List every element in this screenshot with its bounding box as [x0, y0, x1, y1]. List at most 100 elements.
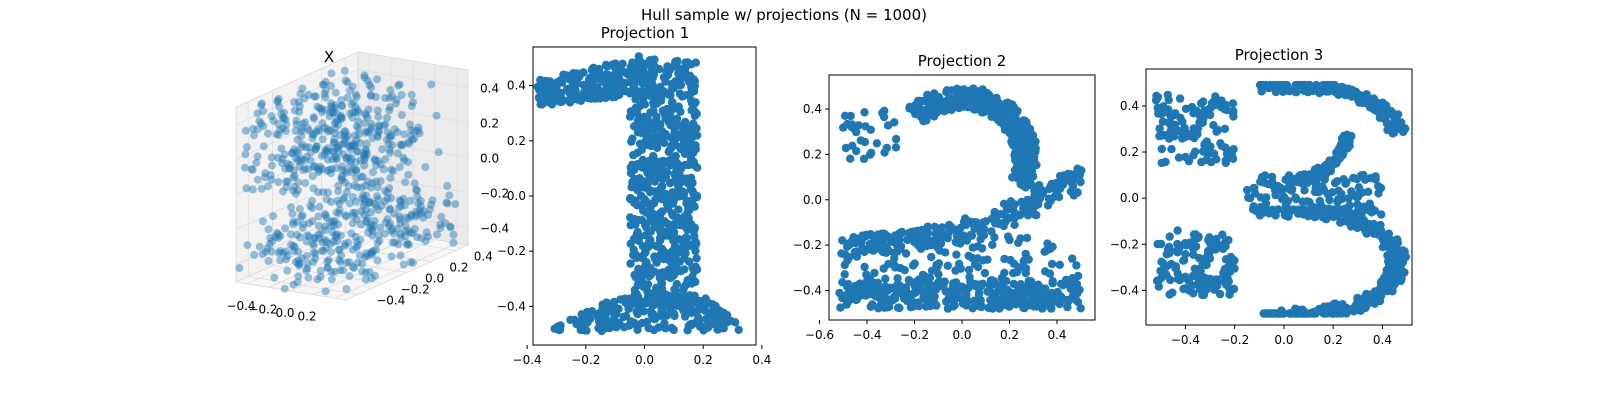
scatter-point-3d: [353, 106, 362, 115]
scatter-point: [1008, 173, 1017, 182]
scatter-point: [1063, 169, 1073, 179]
scatter-point: [655, 222, 664, 232]
scatter-point-3d: [241, 126, 250, 135]
scatter-point-3d: [360, 73, 369, 82]
y-tick-label: 0.0: [803, 193, 822, 207]
scatter-point-3d: [367, 83, 376, 92]
scatter-point-3d: [326, 217, 335, 226]
scatter-point: [1256, 203, 1265, 212]
grid-line: [296, 254, 408, 273]
scatter-point-3d: [289, 241, 298, 250]
scatter-point-3d: [330, 267, 339, 276]
scatter-point: [656, 233, 665, 243]
scatter-point: [661, 269, 671, 279]
scatter-point: [660, 217, 669, 226]
scatter-point: [852, 234, 861, 243]
scatter-point: [930, 222, 939, 231]
scatter-point-3d: [345, 258, 354, 267]
scatter-point-3d: [386, 173, 395, 182]
scatter-point: [640, 112, 649, 122]
scatter-point-3d: [387, 227, 396, 236]
scatter-point: [645, 187, 655, 197]
scatter-point-3d: [402, 213, 410, 222]
scatter-point: [1165, 232, 1174, 241]
scatter-point-3d: [259, 217, 267, 226]
scatter-point-3d: [298, 223, 307, 232]
scatter-point-3d: [321, 105, 329, 114]
scatter-point: [873, 290, 882, 299]
scatter-point-3d: [374, 205, 383, 214]
scatter-point-3d: [289, 186, 298, 195]
scatter-point-3d: [308, 134, 317, 143]
scatter-point-3d: [352, 122, 361, 131]
scatter-point: [1221, 158, 1231, 168]
scatter-point: [1158, 117, 1168, 126]
scatter-point-3d: [346, 145, 355, 154]
scatter-point: [588, 64, 597, 73]
scatter-point: [1344, 218, 1353, 227]
scatter-point-3d: [296, 89, 305, 98]
scatter-point-3d: [311, 144, 320, 153]
scatter-point-3d: [255, 242, 264, 251]
scatter-point: [847, 283, 856, 293]
scatter-point: [1222, 280, 1231, 289]
scatter-point: [658, 156, 668, 166]
scatter-point: [882, 143, 891, 153]
scatter-point-3d: [309, 130, 318, 139]
scatter-point: [628, 63, 638, 73]
scatter-point-3d: [330, 103, 339, 112]
scatter-point: [1397, 271, 1406, 280]
scatter-point-3d: [365, 198, 373, 207]
scatter-point-3d: [348, 208, 357, 217]
scatter-point: [938, 231, 948, 241]
scatter-point: [649, 106, 658, 116]
scatter-point-3d: [427, 80, 436, 89]
scatter-point-3d: [295, 205, 304, 213]
scatter-point-3d: [427, 200, 436, 209]
scatter-point-3d: [402, 240, 411, 249]
scatter-point-3d: [337, 96, 346, 104]
scatter-point: [1180, 284, 1190, 293]
scatter-point-3d: [319, 247, 328, 255]
scatter-point: [940, 277, 949, 286]
scatter-point: [896, 242, 906, 251]
scatter-point: [1030, 296, 1039, 305]
scatter-point: [649, 152, 658, 162]
scatter-point-3d: [401, 232, 410, 241]
scatter-point: [1361, 303, 1370, 313]
scatter-point-3d: [290, 242, 299, 251]
scatter-point-3d: [292, 189, 300, 198]
scatter-point: [885, 302, 894, 311]
scatter-point-3d: [367, 274, 376, 283]
panel-3d-scatter: X −0.4−0.20.0 0.20.40.20.0−0.2−0.40.40.20…: [226, 48, 509, 324]
scatter-point-3d: [334, 245, 343, 254]
scatter-point-3d: [322, 243, 331, 252]
scatter-point-3d: [321, 235, 330, 244]
scatter-point: [1059, 177, 1069, 186]
scatter-point: [1181, 152, 1190, 162]
scatter-point: [1164, 134, 1174, 143]
scatter-point: [1272, 186, 1281, 195]
scatter-point: [1250, 183, 1259, 193]
scatter-point-3d: [372, 161, 380, 170]
scatter-point-3d: [351, 103, 360, 112]
scatter-point-3d: [411, 207, 420, 216]
scatter-point-3d: [367, 250, 376, 259]
scatter-point-3d: [293, 218, 302, 227]
scatter-point: [714, 324, 723, 334]
scatter-point-3d: [334, 187, 343, 196]
scatter-point: [652, 241, 661, 251]
scatter-point-3d: [353, 237, 361, 246]
scatter-point-3d: [360, 151, 369, 160]
scatter-point-3d: [317, 104, 326, 113]
scatter-point-3d: [410, 134, 419, 143]
scatter-point-3d: [360, 195, 369, 204]
scatter-point-3d: [362, 111, 370, 120]
scatter-point-3d: [396, 140, 405, 149]
scatter-point: [893, 274, 902, 283]
scatter-point: [1269, 309, 1278, 318]
scatter-point-3d: [282, 120, 291, 129]
scatter-point-3d: [298, 254, 307, 263]
scatter-point-3d: [291, 258, 300, 266]
scatter-point-3d: [374, 128, 383, 137]
